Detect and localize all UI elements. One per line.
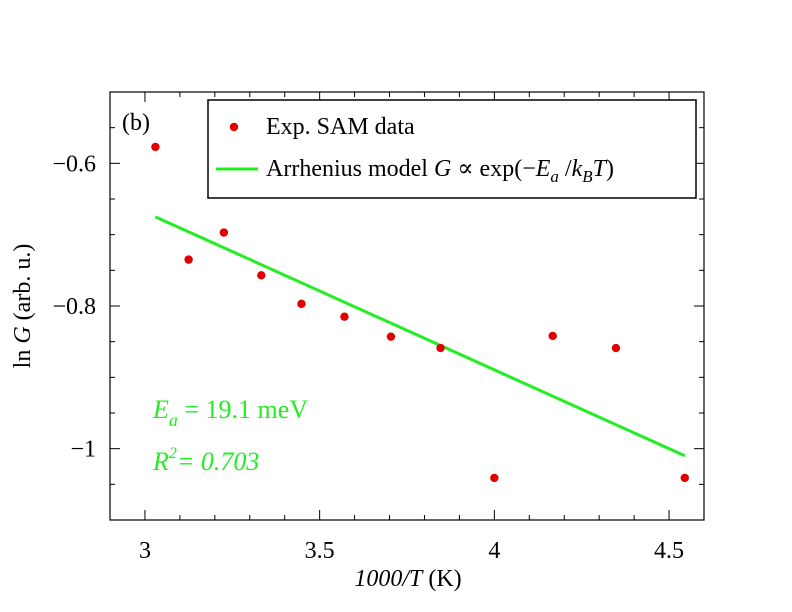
legend-label-points: Exp. SAM data [266, 114, 415, 140]
legend-box [207, 99, 697, 199]
annotation-activation-energy: Ea = 19.1 meV [152, 395, 308, 430]
data-point [490, 473, 499, 483]
annotation-r-squared: R2= 0.703 [152, 445, 259, 476]
y-axis-label: ln G (arb. u.) [10, 244, 36, 369]
data-point [297, 299, 306, 309]
x-tick-label: 3.5 [305, 538, 335, 564]
series-layer [151, 142, 689, 483]
y-tick-label: −0.6 [52, 151, 96, 177]
legend-label-line: Arrhenius model G ∝ exp(−Ea /kBT) [266, 156, 614, 186]
x-axis: 3 3.5 4 4.5 [109, 92, 705, 564]
x-tick-label: 4.5 [654, 538, 684, 564]
data-point [611, 343, 621, 353]
data-point [257, 271, 266, 280]
y-tick-label: −1 [70, 437, 96, 463]
data-point [151, 142, 160, 152]
legend: Exp. SAM data Arrhenius model G ∝ exp(−E… [207, 99, 697, 199]
data-point [386, 332, 396, 341]
data-point [219, 228, 229, 237]
data-point [340, 312, 349, 321]
x-tick-label: 4 [488, 538, 500, 564]
x-tick-label: 3 [139, 538, 151, 564]
data-point [548, 331, 557, 341]
data-point [680, 473, 689, 483]
y-axis: −0.6 −0.8 −1 [52, 91, 704, 521]
y-tick-label: −0.8 [52, 294, 96, 320]
data-point [184, 255, 193, 264]
x-axis-label: 1000/T (K) [354, 566, 461, 592]
panel-label: (b) [122, 110, 150, 136]
fit-line [154, 215, 686, 458]
data-point [436, 343, 445, 353]
legend-marker-points [229, 122, 239, 132]
